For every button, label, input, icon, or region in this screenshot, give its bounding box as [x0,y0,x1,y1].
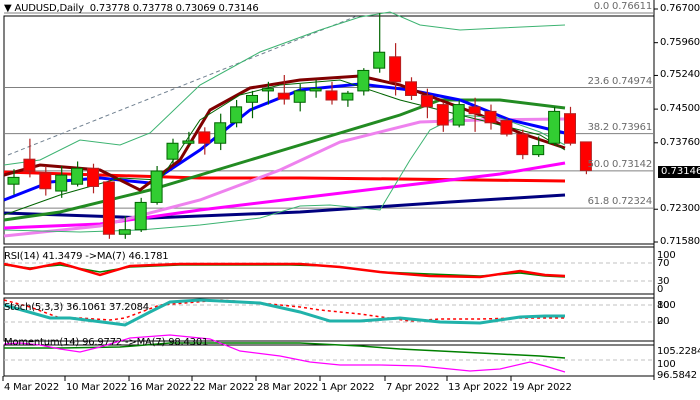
price-tick: 0.73760 [660,136,700,148]
stoch-tick: 100 [657,300,676,311]
price-tick: 0.72300 [660,203,700,215]
price-tick: 0.71580 [660,236,700,247]
collapse-triangle-icon[interactable]: ▼ [4,3,12,14]
fib-level-label: 23.6 0.74974 [587,75,653,87]
date-tick: 1 Apr 2022 [321,382,375,393]
current-price-badge: 0.73146 [658,166,700,178]
stoch-label: Stoch(5,3,3) 36.1061 37.2084 [4,302,149,313]
date-tick: 4 Mar 2022 [4,382,60,393]
rsi-tick: 30 [657,276,670,287]
stoch-tick: 80 [657,300,670,311]
symbol-label: AUDUSD,Daily [14,3,84,14]
date-tick: 13 Apr 2022 [448,382,508,393]
rsi-tick: 100 [657,250,676,261]
rsi-tick: 70 [657,258,670,269]
date-tick: 16 Mar 2022 [130,382,192,393]
price-tick: 0.75240 [660,69,700,81]
fib-level-label: 61.8 0.72324 [587,196,653,208]
date-tick: 22 Mar 2022 [193,382,255,393]
fib-level-label: 0.0 0.76611 [593,1,652,13]
momentum-label: Momentum(14) 96.9772 ->MA(7) 98.4301 [4,337,209,348]
stoch-tick: 20 [657,316,670,327]
fib-level-label: 38.2 0.73961 [587,121,653,133]
rsi-tick: 0 [657,284,664,295]
price-tick: 0.76700 [660,3,700,14]
ohlc-values: 0.73778 0.73778 0.73069 0.73146 [89,3,259,14]
date-tick: 10 Mar 2022 [66,382,128,393]
chart-title: ▼ AUDUSD,Daily 0.73778 0.73778 0.73069 0… [4,3,259,14]
rsi-label: RSI(14) 41.3479 ->MA(7) 46.1781 [4,251,169,262]
momentum-tick: 100 [657,359,676,370]
date-tick: 28 Mar 2022 [257,382,319,393]
momentum-tick: 96.5842 [657,370,697,381]
fib-level-label: 50.0 0.73142 [587,158,653,170]
momentum-tick: 105.2284 [657,346,700,357]
date-tick: 19 Apr 2022 [512,382,572,393]
price-tick: 0.74500 [660,103,700,115]
date-tick: 7 Apr 2022 [386,382,440,393]
price-tick: 0.75960 [660,36,700,48]
stoch-tick: 0 [657,316,664,327]
